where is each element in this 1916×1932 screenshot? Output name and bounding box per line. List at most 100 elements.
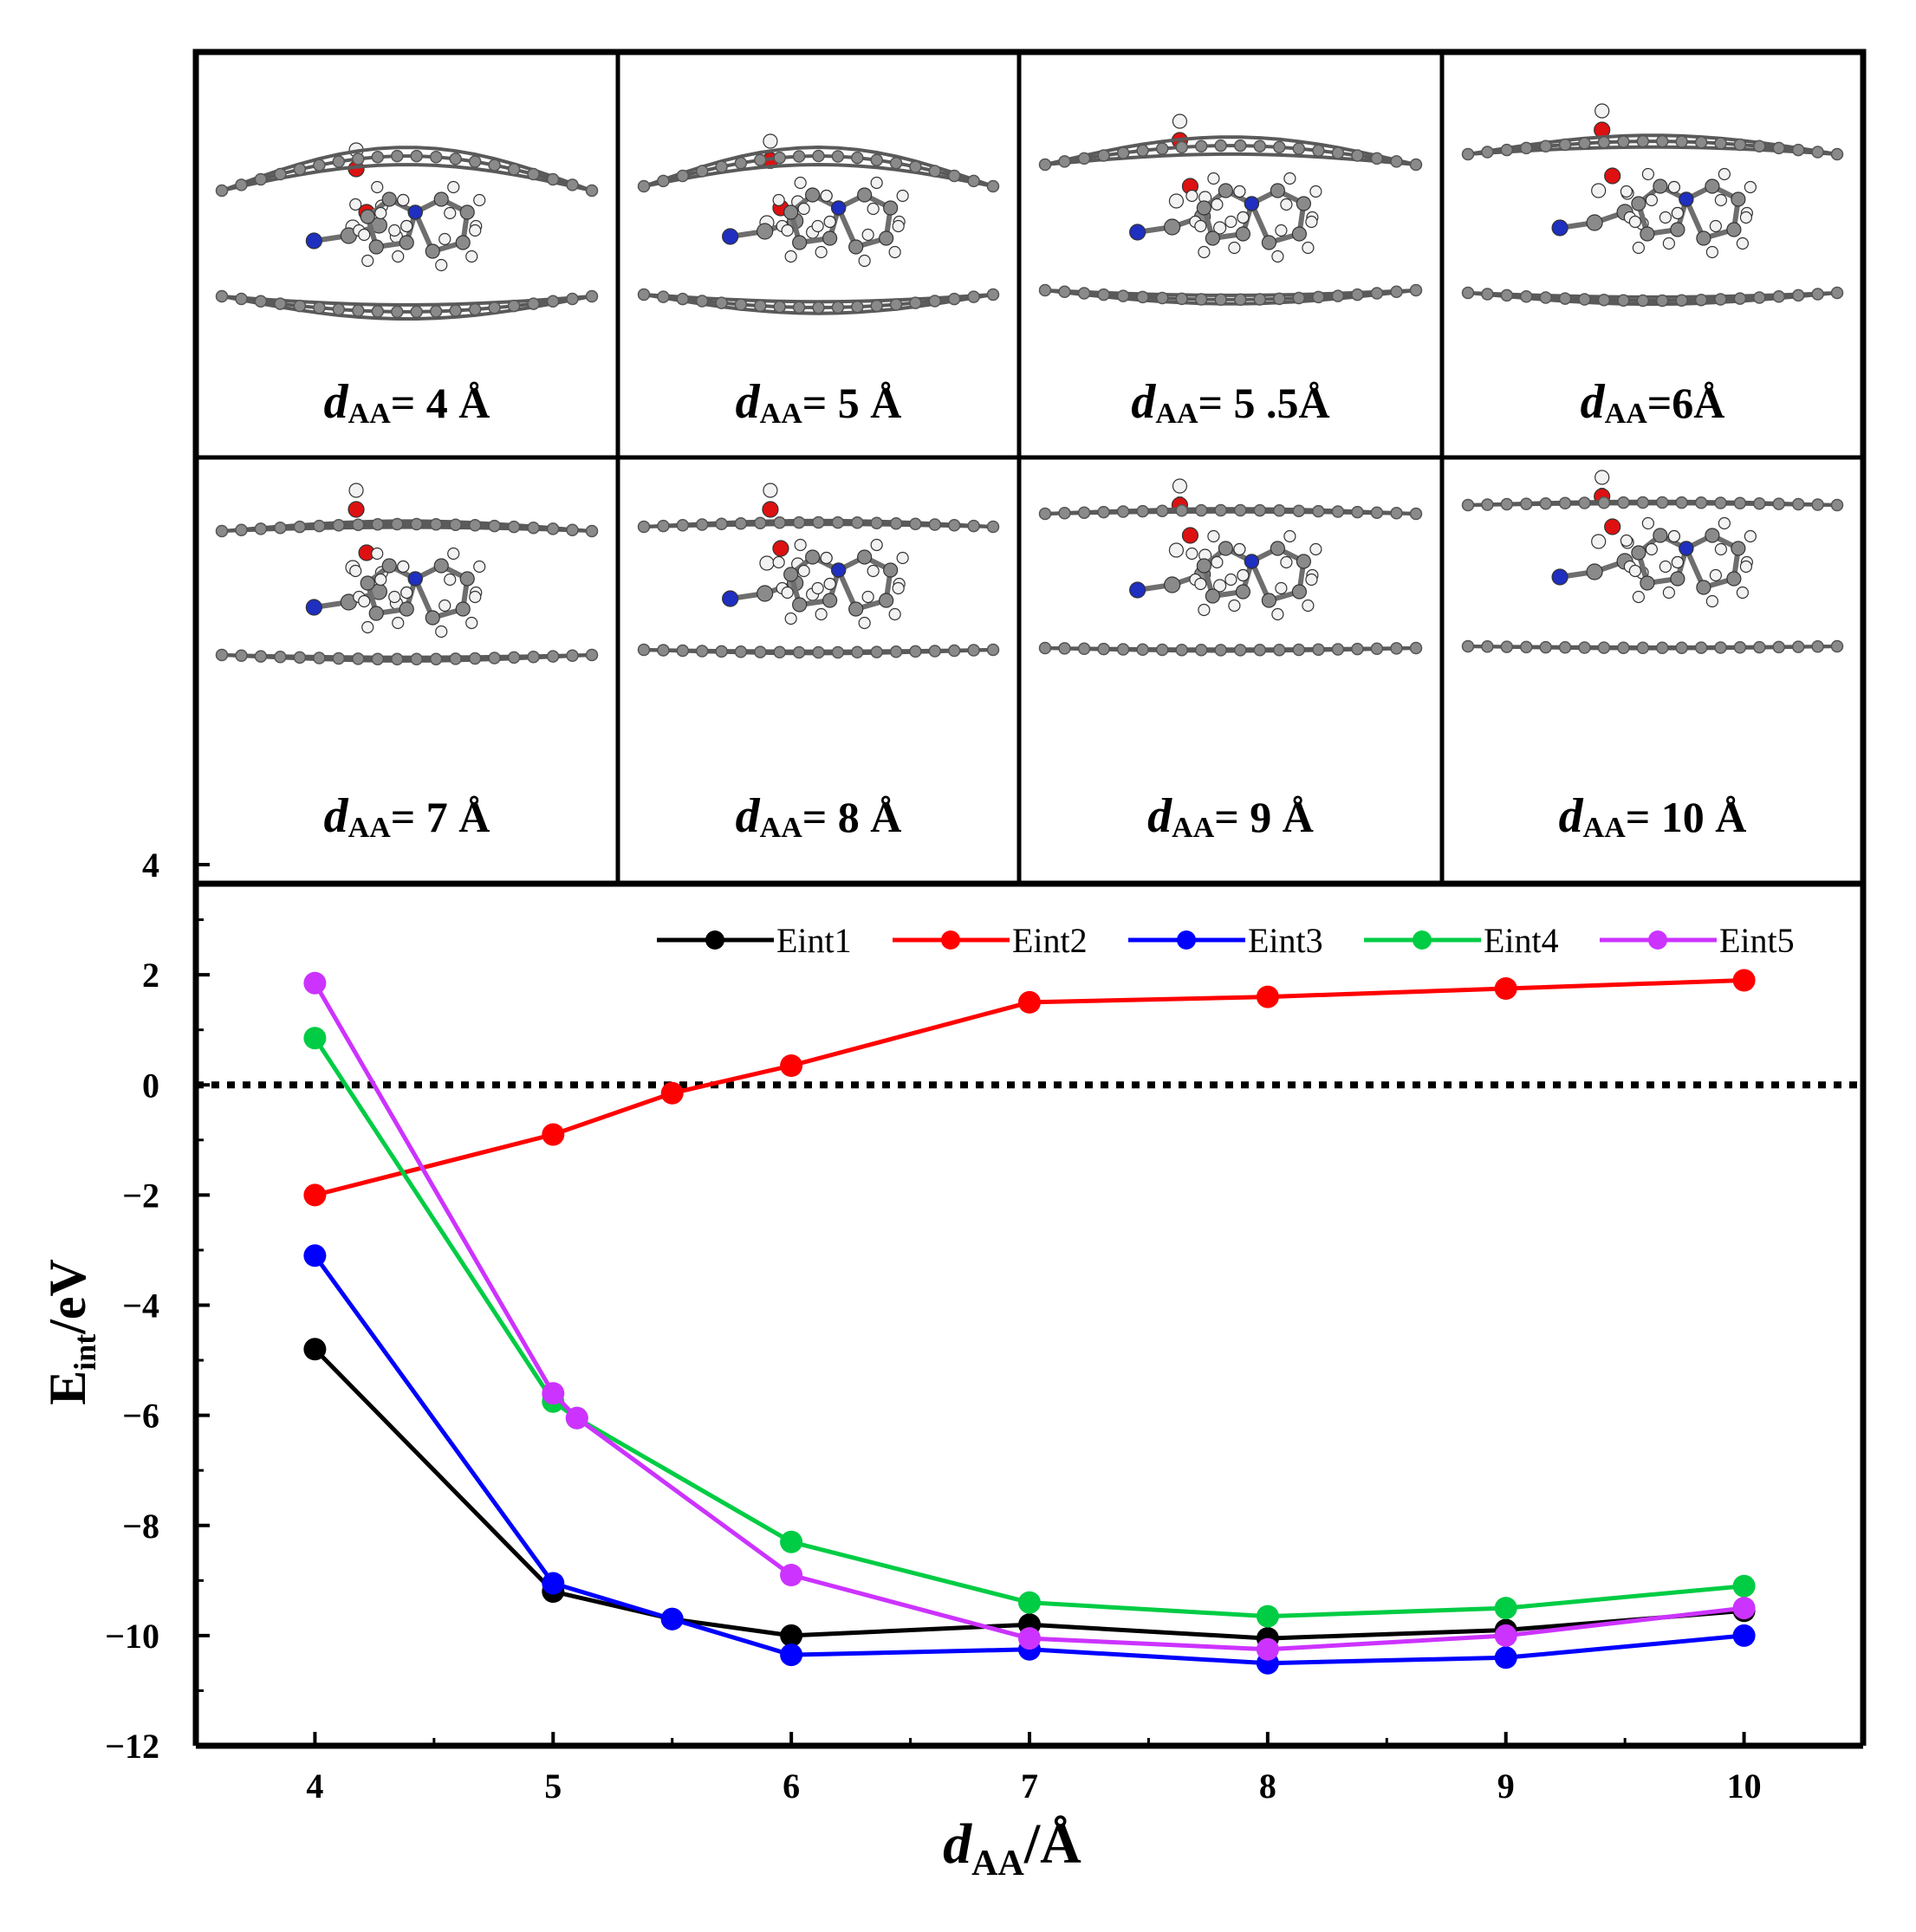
hydrogen-atom [1718,516,1731,530]
carbon-atom [851,516,864,529]
hydrogen-atom [1280,555,1293,569]
carbon-atom [792,301,806,314]
carbon-atom [1655,641,1669,655]
carbon-atom [1617,641,1630,654]
carbon-atom [1296,554,1312,569]
carbon-atom [715,517,728,531]
hydrogen-atom [392,250,405,263]
carbon-atom [1116,289,1130,302]
carbon-atom [1640,226,1655,242]
hydrogen-atom [811,219,824,233]
hydrogen-atom [438,599,451,613]
carbon-atom [1753,496,1766,510]
carbon-atom [215,648,229,662]
carbon-atom [1733,292,1747,305]
hydrogen-atom [1595,470,1610,485]
x-tick-label: 9 [1497,1767,1515,1806]
carbon-atom [1597,641,1611,654]
carbon-atom [391,652,404,666]
panel-label-symbol: d [1559,789,1584,843]
carbon-atom [1390,642,1403,655]
y-tick-label: −4 [122,1287,159,1326]
oxygen-atom [1604,518,1621,535]
carbon-atom [812,515,825,529]
hydrogen-atom [1739,560,1752,574]
carbon-atom [1520,141,1533,155]
carbon-atom [368,239,384,255]
carbon-atom [1331,146,1345,159]
hydrogen-atom [784,250,797,263]
carbon-atom [1461,286,1475,300]
carbon-atom [1733,496,1747,510]
carbon-atom [371,150,385,164]
carbon-atom [1733,138,1747,152]
carbon-atom [1218,541,1234,556]
carbon-atom [488,159,501,172]
data-point [1494,1646,1517,1669]
data-point [303,1183,327,1207]
carbon-atom [1331,643,1345,656]
carbon-atom [429,517,443,531]
hydrogen-atom [1709,568,1722,582]
carbon-atom [1830,498,1844,512]
carbon-atom [1578,641,1591,654]
oxygen-atom [1181,527,1199,544]
carbon-atom [1481,146,1494,159]
carbon-atom [368,606,384,621]
data-point [660,1607,684,1631]
carbon-atom [1214,644,1227,657]
legend-item: Eint2 [893,921,1088,960]
carbon-atom [1077,642,1091,656]
carbon-atom [637,520,651,534]
carbon-atom [1558,641,1572,654]
carbon-atom [468,155,482,168]
carbon-atom [399,235,414,250]
hydrogen-atom [772,555,785,569]
panel-label-value: =6Å [1647,379,1725,427]
panel-label-symbol: d [736,375,761,429]
carbon-atom [1097,288,1110,301]
carbon-atom [527,651,540,664]
carbon-atom [391,305,404,319]
carbon-atom [507,163,521,176]
carbon-atom [1481,640,1494,653]
carbon-atom [399,601,414,617]
carbon-atom [566,523,579,536]
panel-label-symbol: d [1131,375,1156,429]
carbon-atom [1500,640,1514,653]
hydrogen-atom [772,193,785,207]
nitrogen-atom [1679,541,1694,556]
carbon-atom [757,585,774,602]
carbon-atom [857,549,873,565]
carbon-atom [1811,498,1824,511]
carbon-atom [352,304,365,317]
nitrogen-atom [831,562,847,578]
hydrogen-atom [1280,198,1293,211]
hydrogen-atom [349,564,362,578]
hydrogen-atom [1667,529,1680,543]
carbon-atom [410,305,423,319]
hydrogen-atom [1237,568,1250,582]
hydrogen-atom [465,250,478,263]
carbon-atom [637,288,651,301]
carbon-atom [1234,293,1247,307]
nitrogen-atom [1244,554,1260,569]
carbon-atom [909,645,922,658]
hydrogen-atom [469,590,482,604]
legend-label: Eint1 [776,921,852,960]
hydrogen-atom [870,176,883,190]
carbon-atom [1578,137,1591,150]
carbon-atom [1175,292,1188,306]
carbon-atom [822,230,838,246]
hydrogen-atom [888,245,901,259]
data-point [1732,969,1756,992]
structure-panel: dAA= 5 Å [637,133,1000,430]
carbon-atom [1155,643,1169,657]
hydrogen-atom [1302,599,1315,613]
carbon-atom [468,652,482,665]
carbon-atom [313,519,326,533]
hydrogen-atom [1595,103,1610,119]
carbon-atom [805,549,821,565]
hydrogen-atom [1718,167,1731,181]
